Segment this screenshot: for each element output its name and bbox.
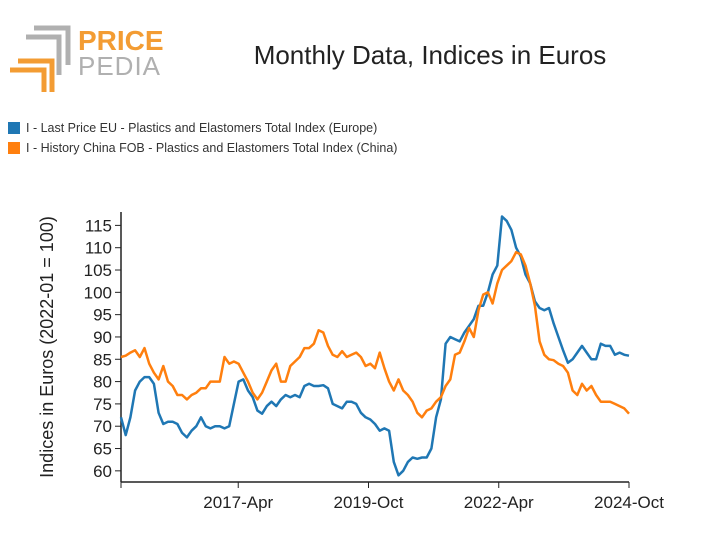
y-tick-label: 100	[84, 283, 112, 302]
legend-item-europe: I - Last Price EU - Plastics and Elastom…	[8, 118, 397, 138]
y-tick-label: 95	[93, 306, 112, 325]
series-line-china	[120, 250, 630, 419]
legend-label-china: I - History China FOB - Plastics and Ela…	[26, 141, 398, 155]
y-axis-label: Indices in Euros (2022-01 = 100)	[37, 216, 57, 478]
pricepedia-logo: PRICE PEDIA	[6, 20, 166, 95]
y-tick-label: 70	[93, 417, 112, 436]
legend-swatch-europe	[8, 122, 20, 134]
logo-bracket-orange-inner	[18, 58, 55, 92]
y-tick-label: 65	[93, 440, 112, 459]
logo-bracket-gray-outer	[34, 25, 71, 65]
chart-title: Monthly Data, Indices in Euros	[253, 40, 607, 70]
y-tick-label: 80	[93, 373, 112, 392]
logo-text-price: PRICE	[78, 25, 164, 56]
y-tick-label: 115	[85, 216, 112, 235]
legend-swatch-china	[8, 142, 20, 154]
y-tick-label: 110	[85, 239, 112, 258]
logo-bracket-gray-inner	[26, 34, 62, 75]
x-tick-label: 2022-Apr	[464, 493, 534, 512]
x-tick-label: 2017-Apr	[203, 493, 273, 512]
logo-bracket-orange-outer	[10, 67, 47, 92]
y-tick-label: 75	[93, 395, 112, 414]
y-tick-label: 85	[93, 350, 112, 369]
legend-label-europe: I - Last Price EU - Plastics and Elastom…	[26, 121, 378, 135]
y-tick-label: 90	[93, 328, 112, 347]
legend-item-china: I - History China FOB - Plastics and Ela…	[8, 138, 397, 158]
y-tick-label: 60	[93, 462, 112, 481]
series-line-europe	[119, 215, 630, 477]
y-tick-label: 105	[84, 261, 112, 280]
chart-legend: I - Last Price EU - Plastics and Elastom…	[8, 118, 397, 158]
x-tick-label: 2024-Oct	[594, 493, 664, 512]
x-tick-label: 2019-Oct	[334, 493, 404, 512]
logo-text-pedia: PEDIA	[78, 51, 161, 81]
logo-mark: PRICE PEDIA	[10, 25, 164, 92]
